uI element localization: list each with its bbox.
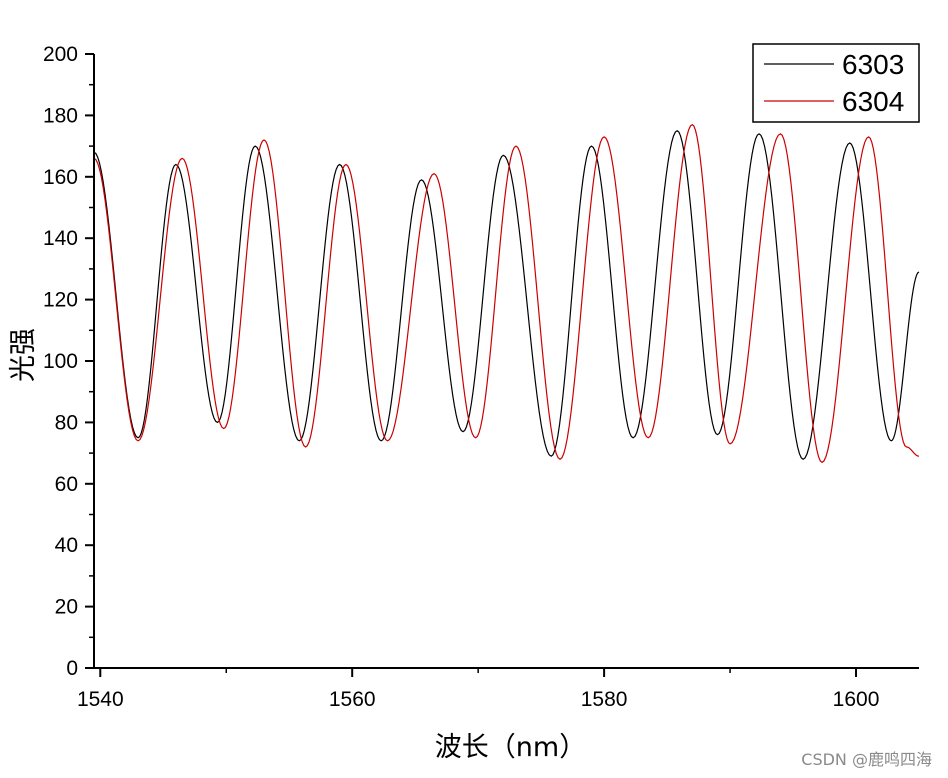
y-tick-label: 40: [55, 534, 78, 557]
tick-labels: 0 20 40 60 80 100 120 140 160 180 200 1540 1560 1580 1…: [43, 43, 879, 711]
y-tick-label: 80: [55, 411, 78, 434]
y-tick-label: 160: [43, 166, 78, 189]
x-tick-label: 1600: [833, 688, 880, 711]
x-tick-label: 1540: [77, 688, 124, 711]
x-tick-label: 1580: [581, 688, 628, 711]
legend-label-6304: 6304: [842, 86, 904, 117]
y-tick-label: 200: [43, 43, 78, 66]
y-tick-label: 180: [43, 104, 78, 127]
watermark: CSDN @鹿鸣四海: [801, 750, 932, 769]
x-tick-label: 1560: [329, 688, 376, 711]
y-tick-label: 20: [55, 596, 78, 619]
legend-label-6303: 6303: [842, 49, 904, 80]
series-line-6303: [93, 130, 920, 460]
legend: 6303 6304: [752, 43, 920, 123]
series-layer: [93, 123, 920, 464]
axis-ticks: [85, 53, 858, 677]
y-tick-label: 120: [43, 289, 78, 312]
legend-box: [752, 43, 920, 123]
x-axis-title: 波长（nm）: [435, 732, 586, 763]
y-tick-label: 0: [66, 657, 78, 680]
series-line-6304: [93, 123, 920, 464]
y-tick-label: 100: [43, 350, 78, 373]
y-tick-label: 60: [55, 473, 78, 496]
y-tick-label: 140: [43, 227, 78, 250]
y-axis-title: 光强: [8, 328, 39, 382]
